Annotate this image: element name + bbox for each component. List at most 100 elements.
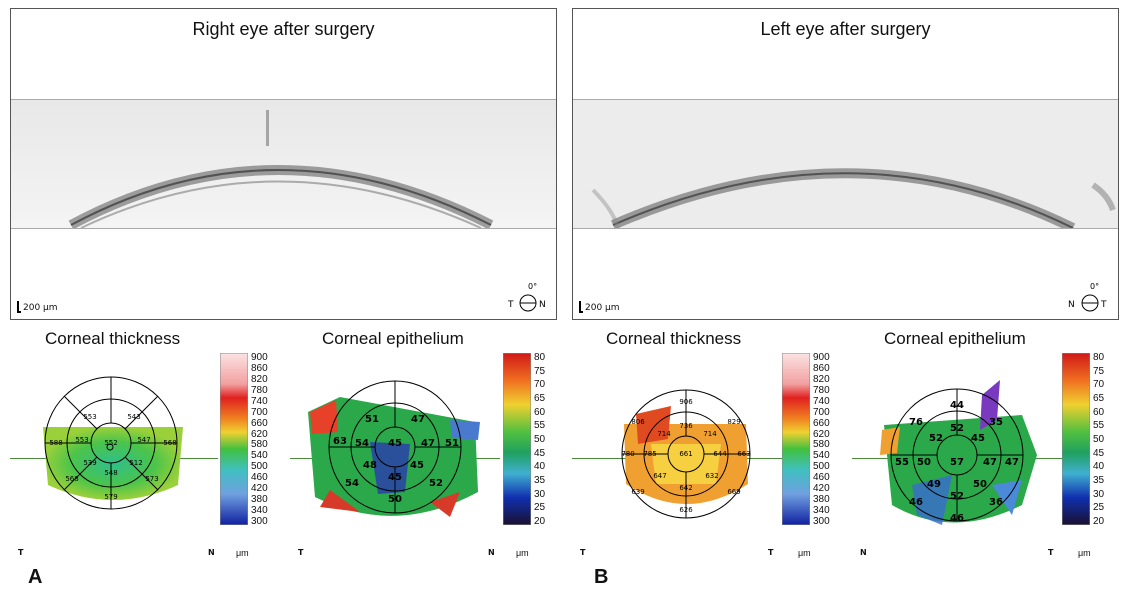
side-label: N — [860, 548, 867, 557]
colorbar-tick-label: 740 — [251, 395, 268, 407]
colorbar-tick-label: 20 — [534, 516, 546, 527]
colorbar-tick-label: 65 — [1093, 393, 1105, 404]
value-label: 46 — [950, 513, 964, 524]
colorbar-tick-label: 80 — [534, 352, 546, 363]
value-label: 552 — [104, 439, 117, 447]
map-title-thickness-b: Corneal thickness — [606, 329, 742, 348]
colorbar-tick-label: 900 — [813, 352, 830, 363]
value-label: 47 — [983, 457, 997, 468]
value-label: 547 — [137, 436, 150, 444]
value-label: 553 — [83, 413, 96, 421]
colorbar-tick-label: 740 — [813, 395, 830, 407]
value-label: 50 — [973, 479, 987, 490]
value-label: 736 — [679, 422, 693, 430]
colorbar-tick-label: 35 — [1093, 475, 1105, 486]
panel-letter-a: A — [28, 566, 43, 588]
colorbar-tick-label: 75 — [534, 365, 546, 377]
value-label: 663 — [737, 450, 750, 458]
colorbar-tick-label: 820 — [251, 373, 268, 385]
orientation-icon: T N 0° — [507, 282, 546, 312]
colorbar-tick-label: 30 — [1093, 488, 1105, 500]
map-title-epithelium-b: Corneal epithelium — [884, 329, 1026, 348]
colorbar-tick-label: 500 — [813, 461, 830, 473]
colorbar-tick-label: 300 — [813, 516, 830, 527]
oct-panel-right-eye: Right eye after surgery 200 μm T N 0° — [10, 8, 557, 320]
value-label: 57 — [950, 457, 964, 468]
side-label: T — [1048, 548, 1054, 557]
colorbar-tick-label: 380 — [813, 494, 830, 506]
value-label: 76 — [909, 417, 923, 428]
value-label: 45 — [388, 438, 402, 449]
value-label: 512 — [129, 459, 142, 467]
colorbar-tick-label: 540 — [813, 450, 830, 462]
colorbar-epithelium-a — [503, 353, 531, 525]
value-label: 548 — [104, 469, 117, 477]
unit-label: μm — [516, 548, 529, 558]
value-label: 45 — [971, 433, 985, 444]
side-label: T — [580, 548, 586, 557]
colorbar-tick-label: 340 — [251, 505, 268, 517]
svg-text:0°: 0° — [528, 282, 537, 291]
colorbar-tick-label: 50 — [534, 434, 546, 445]
value-label: 644 — [713, 450, 727, 458]
value-label: 588 — [49, 439, 62, 447]
oct-scan-image — [11, 99, 556, 230]
value-label: 52 — [950, 423, 964, 434]
colorbar-tick-label: 540 — [251, 450, 268, 462]
value-label: 543 — [127, 413, 140, 421]
oct-panel-left-eye: Left eye after surgery 200 μm N T 0° — [572, 8, 1119, 320]
value-label: 47 — [421, 438, 435, 449]
colorbar-tick-label: 700 — [813, 406, 830, 418]
colorbar-labels-epithelium-a: 80 75 70 65 60 55 50 45 40 35 30 25 20 — [534, 352, 558, 527]
colorbar-tick-label: 20 — [1093, 516, 1105, 527]
colorbar-tick-label: 40 — [1093, 461, 1105, 473]
value-label: 714 — [703, 430, 717, 438]
svg-text:N: N — [1068, 300, 1075, 310]
value-label: 626 — [679, 506, 693, 514]
value-label: 55 — [895, 457, 909, 468]
value-label: 47 — [411, 414, 425, 425]
colorbar-tick-label: 580 — [813, 439, 830, 451]
colorbar-tick-label: 60 — [1093, 406, 1105, 418]
value-label: 539 — [83, 459, 96, 467]
colorbar-tick-label: 380 — [251, 494, 268, 506]
value-label: 806 — [631, 418, 645, 426]
colorbar-tick-label: 700 — [251, 406, 268, 418]
value-label: 54 — [345, 478, 359, 489]
colorbar-tick-label: 420 — [251, 483, 268, 495]
value-label: 44 — [950, 400, 964, 411]
unit-label: μm — [1078, 548, 1091, 558]
value-label: 63 — [333, 436, 347, 447]
colorbar-epithelium-b — [1062, 353, 1090, 525]
colorbar-tick-label: 300 — [251, 516, 268, 527]
side-label: T — [298, 548, 304, 557]
value-label: 52 — [950, 491, 964, 502]
colorbar-tick-label: 620 — [813, 428, 830, 440]
colorbar-thickness-b — [782, 353, 810, 525]
side-label: T — [768, 548, 774, 557]
value-label: 49 — [927, 479, 941, 490]
value-label: 45 — [388, 472, 402, 483]
value-label: 642 — [679, 484, 692, 492]
thickness-map-a: 553 543 588 553 552 547 568 539 548 512 … — [43, 376, 183, 510]
colorbar-tick-label: 460 — [251, 472, 268, 484]
colorbar-tick-label: 660 — [813, 417, 830, 429]
colorbar-tick-label: 80 — [1093, 352, 1105, 363]
colorbar-tick-label: 820 — [813, 373, 830, 385]
unit-label: μm — [236, 548, 249, 558]
colorbar-tick-label: 55 — [534, 420, 546, 432]
colorbar-tick-label: 45 — [1093, 447, 1105, 459]
value-label: 50 — [388, 494, 402, 505]
svg-text:T: T — [1100, 300, 1107, 310]
colorbar-tick-label: 500 — [251, 461, 268, 473]
colorbar-tick-label: 55 — [1093, 420, 1105, 432]
value-label: 661 — [679, 450, 692, 458]
colorbar-tick-label: 50 — [1093, 434, 1105, 445]
side-label: N — [208, 548, 215, 557]
colorbar-tick-label: 65 — [534, 393, 546, 404]
unit-label: μm — [798, 548, 811, 558]
value-label: 906 — [679, 398, 693, 406]
colorbar-tick-label: 75 — [1093, 365, 1105, 377]
value-label: 45 — [410, 460, 424, 471]
colorbar-tick-label: 70 — [1093, 379, 1105, 391]
